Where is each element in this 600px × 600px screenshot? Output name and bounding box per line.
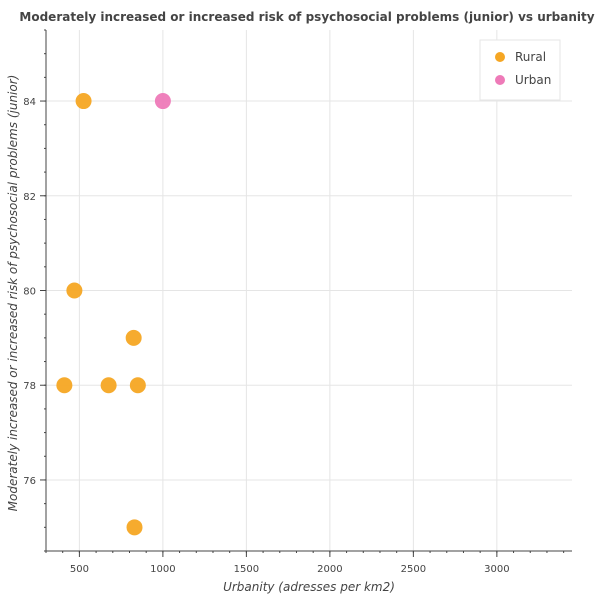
data-point-rural [100,377,117,394]
x-tick-label: 3000 [484,564,509,575]
legend-marker-rural [495,52,505,62]
y-axis-ticks: 76 78 80 82 84 [23,29,46,552]
x-tick-label: 1000 [150,564,175,575]
data-points [56,93,171,536]
legend-box [479,39,561,101]
legend-label-urban: Urban [515,73,551,87]
data-point-rural [75,93,92,110]
chart-title: Moderately increased or increased risk o… [19,10,594,24]
x-tick-label: 2000 [317,564,342,575]
data-point-urban [154,93,171,110]
x-axis-label: Urbanity (adresses per km2) [223,580,395,594]
x-tick-label: 1500 [234,564,259,575]
data-point-rural [129,377,146,394]
data-point-rural [56,377,73,394]
x-tick-label: 2500 [401,564,426,575]
data-point-rural [126,519,143,536]
legend-label-rural: Rural [515,50,546,64]
y-tick-label: 80 [23,287,36,298]
x-axis: 500 1000 1500 2000 2500 3000 [45,550,572,575]
y-tick-label: 76 [23,476,36,487]
y-tick-label: 78 [23,381,36,392]
legend-item-urban: Urban [495,73,551,87]
y-tick-label: 84 [23,97,36,108]
y-tick-label: 82 [23,192,36,203]
data-point-rural [66,282,83,299]
x-tick-label: 500 [70,564,89,575]
legend-marker-urban [495,75,505,85]
legend-item-rural: Rural [495,50,546,64]
x-axis-ticks: 500 1000 1500 2000 2500 3000 [45,551,565,575]
plot-area [46,30,572,551]
data-point-rural [125,329,142,346]
legend: Rural Urban [479,39,561,101]
y-axis: 76 78 80 82 84 [23,29,47,552]
y-axis-label: Moderately increased or increased risk o… [6,75,20,512]
